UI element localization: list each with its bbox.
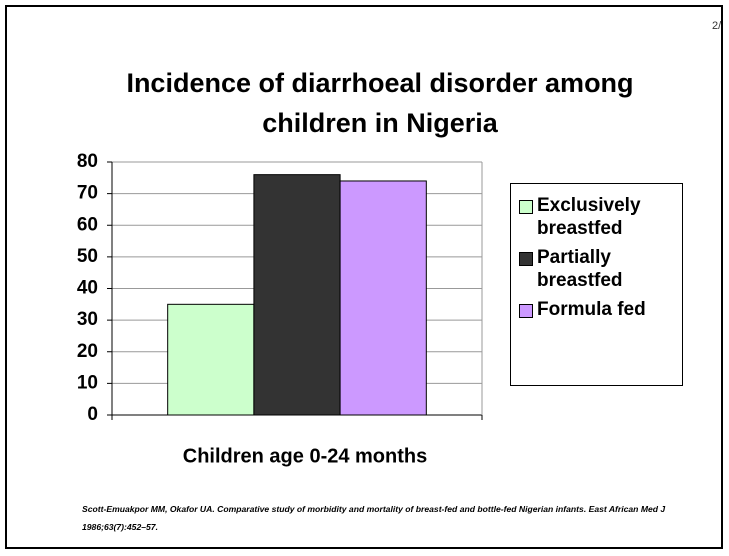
- bar: [339, 180, 427, 416]
- legend-item: Exclusively breastfed: [519, 194, 678, 240]
- legend-swatch: [519, 304, 533, 318]
- y-tick-label: 40: [77, 278, 98, 299]
- y-tick-label: 60: [77, 214, 98, 235]
- source-citation: Scott-Emuakpor MM, Okafor UA. Comparativ…: [82, 504, 666, 532]
- legend-swatch: [519, 200, 533, 214]
- y-tick-label: 10: [77, 372, 98, 393]
- legend-label: Partially breastfed: [537, 247, 623, 291]
- legend-item: Partially breastfed: [519, 246, 678, 292]
- y-tick-label: 70: [77, 183, 98, 204]
- page-number: 2/: [712, 20, 722, 32]
- legend-label: Formula fed: [537, 299, 646, 320]
- legend-swatch: [519, 252, 533, 266]
- legend-label: Exclusively breastfed: [537, 195, 641, 239]
- legend: Exclusively breastfed Partially breastfed…: [510, 183, 683, 386]
- y-tick-label: 20: [77, 341, 98, 362]
- bar: [253, 174, 341, 416]
- y-tick-label: 0: [87, 404, 98, 425]
- slide-frame: [5, 5, 723, 549]
- y-tick-label: 80: [77, 151, 98, 172]
- chart-title: Incidence of diarrhoeal disorder among ch…: [126, 68, 633, 138]
- legend-item: Formula fed: [519, 298, 678, 321]
- y-tick-label: 50: [77, 246, 98, 267]
- y-tick-label: 30: [77, 309, 98, 330]
- x-tick-label: Children age 0-24 months: [183, 445, 428, 467]
- bar: [167, 303, 255, 416]
